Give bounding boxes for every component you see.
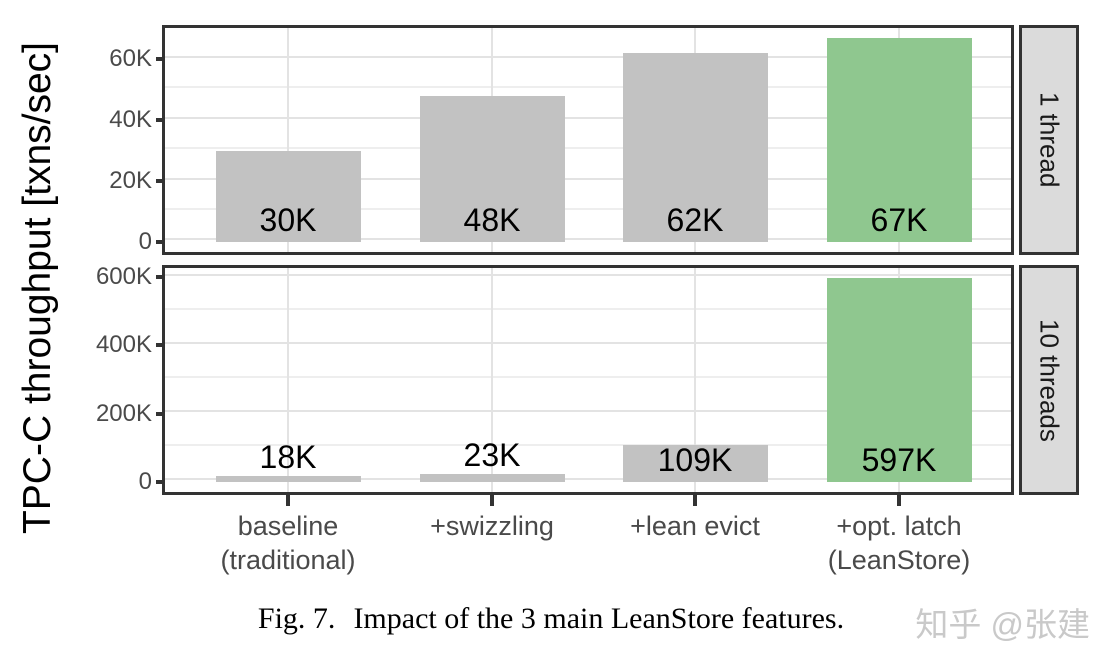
bar-+lean evict — [622, 444, 768, 482]
y-axis-tick — [156, 179, 165, 184]
gridline-major — [165, 238, 1011, 241]
y-axis-tick — [156, 411, 165, 416]
caption-number: Fig. 7. — [257, 602, 336, 635]
bar-value-label: 67K — [870, 201, 928, 238]
y-axis-tick — [156, 479, 165, 484]
x-axis-tick — [490, 495, 494, 506]
x-category-label-line: baseline — [237, 511, 339, 541]
panel-10-threads: 18K 23K 109K 597K — [162, 265, 1014, 495]
gridline-vertical — [694, 268, 696, 492]
bar-+lean evict — [622, 53, 768, 242]
y-tick-label: 600K — [95, 263, 152, 291]
x-axis-tick — [897, 495, 901, 506]
gridline-major — [165, 116, 1011, 119]
x-category-label-line: (traditional) — [220, 545, 356, 575]
gridline-major — [165, 55, 1011, 58]
gridline-minor — [165, 207, 1011, 210]
gridline-major — [165, 341, 1011, 344]
x-category-label: +swizzling — [377, 509, 607, 543]
x-category-label: +opt. latch (LeanStore) — [784, 509, 1014, 577]
y-axis-tick — [156, 275, 165, 280]
y-tick-label: 200K — [95, 399, 152, 427]
gridline-major — [165, 273, 1011, 276]
y-tick-label: 0 — [138, 227, 152, 255]
gridline-minor — [165, 444, 1011, 447]
bar-+swizzling — [419, 95, 565, 242]
gridline-major — [165, 478, 1011, 481]
y-tick-label: 20K — [109, 167, 152, 195]
y-tick-label: 40K — [109, 106, 152, 134]
gridline-minor — [165, 147, 1011, 150]
bar-value-label: 30K — [259, 201, 317, 238]
bar-value-label: 109K — [657, 441, 733, 478]
x-axis-tick — [286, 495, 290, 506]
caption-text: Impact of the 3 main LeanStore features. — [353, 602, 845, 635]
x-axis-tick — [693, 495, 697, 506]
bar-value-label: 18K — [259, 438, 317, 475]
facet-strip-label: 10 threads — [1034, 318, 1065, 442]
gridline-minor — [165, 375, 1011, 378]
gridline-minor — [165, 307, 1011, 310]
figure-caption: Fig. 7. Impact of the 3 main LeanStore fe… — [0, 602, 1102, 636]
panel-1-thread: 30K 48K 62K 67K — [162, 25, 1014, 255]
y-axis-tick — [156, 118, 165, 123]
gridline-major — [165, 410, 1011, 413]
bar-value-label: 23K — [463, 436, 521, 473]
watermark: 知乎 @张建 — [915, 606, 1090, 643]
gridline-vertical — [287, 28, 289, 252]
bar-value-label: 597K — [861, 441, 937, 478]
y-tick-label: 0 — [138, 467, 152, 495]
bar-value-label: 48K — [463, 201, 521, 238]
bar-baseline (traditional) — [215, 475, 361, 482]
y-axis-tick — [156, 57, 165, 62]
gridline-vertical — [491, 268, 493, 492]
y-axis-tick — [156, 343, 165, 348]
facet-strip-label: 1 thread — [1034, 92, 1065, 188]
y-tick-label: 60K — [109, 45, 152, 73]
x-category-label-line: +swizzling — [430, 511, 554, 541]
bar-+swizzling — [419, 473, 565, 482]
gridline-vertical — [287, 268, 289, 492]
bar-value-label: 62K — [666, 201, 724, 238]
y-tick-label: 400K — [95, 331, 152, 359]
facet-strip-10-threads: 10 threads — [1019, 265, 1079, 495]
x-category-label-line: +opt. latch — [836, 511, 962, 541]
gridline-major — [165, 177, 1011, 180]
x-category-label-line: (LeanStore) — [827, 545, 971, 575]
bar-baseline (traditional) — [215, 150, 361, 242]
x-category-label: baseline (traditional) — [173, 509, 403, 577]
y-axis-tick — [156, 239, 165, 244]
x-category-label-line: +lean evict — [630, 511, 760, 541]
x-category-label: +lean evict — [580, 509, 810, 543]
facet-strip-1-thread: 1 thread — [1019, 25, 1079, 255]
bar-+opt. latch (LeanStore) — [826, 278, 972, 482]
gridline-minor — [165, 86, 1011, 89]
bar-+opt. latch (LeanStore) — [826, 38, 972, 242]
